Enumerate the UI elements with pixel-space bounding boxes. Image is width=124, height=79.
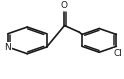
- Text: O: O: [61, 1, 68, 10]
- Text: N: N: [5, 43, 11, 52]
- Text: Cl: Cl: [113, 49, 122, 58]
